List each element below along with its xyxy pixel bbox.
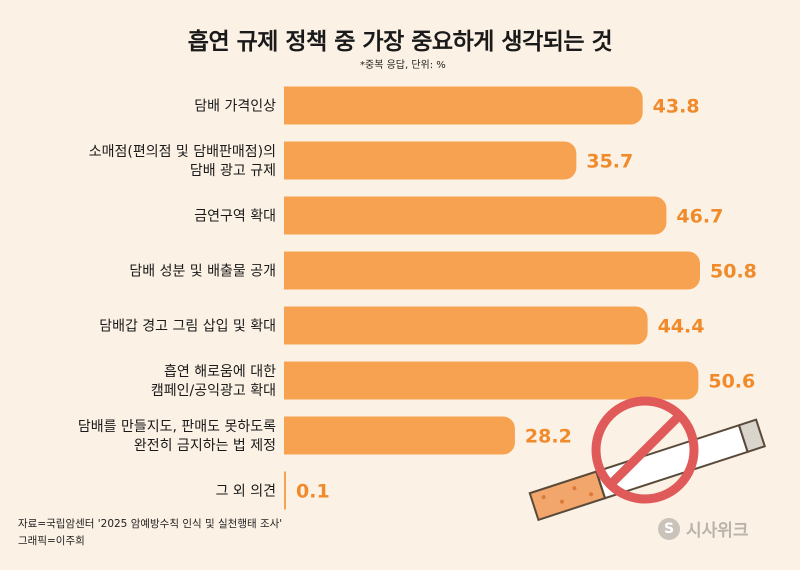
category-label-line: 흡연 해로움에 대한: [164, 364, 276, 380]
category-label-4: 담배갑 경고 그림 삽입 및 확대: [99, 319, 276, 335]
bar-edge-5: [284, 361, 296, 400]
value-label-2: 46.7: [676, 206, 723, 228]
bar-edge-7: [284, 471, 286, 510]
bar-6: [284, 416, 515, 455]
credit-text: 그래픽=이주희: [18, 535, 85, 547]
chart-note: *중복 응답, 단위: %: [360, 60, 446, 71]
value-label-0: 43.8: [653, 96, 700, 118]
bar-0: [284, 86, 643, 125]
bar-edge-2: [284, 196, 296, 235]
bar-3: [284, 251, 700, 290]
value-label-3: 50.8: [710, 261, 757, 283]
watermark: S 시사위크: [658, 516, 749, 541]
category-label-7: 그 외 의견: [216, 484, 276, 500]
bar-1: [284, 141, 577, 180]
watermark-logo-icon: S: [658, 517, 680, 540]
value-label-4: 44.4: [658, 316, 705, 338]
value-label-6: 28.2: [525, 426, 572, 448]
category-label-line: 담배를 만들지도, 판매도 못하도록: [78, 419, 276, 435]
category-label-line: 담배 가격인상: [194, 99, 276, 115]
bar-edge-4: [284, 306, 296, 345]
category-label-0: 담배 가격인상: [194, 99, 276, 115]
category-label-line: 소매점(편의점 및 담배판매점)의: [89, 144, 276, 160]
watermark-text: 시사위크: [686, 521, 749, 541]
bar-4: [284, 306, 648, 345]
category-label-3: 담배 성분 및 배출물 공개: [129, 264, 276, 280]
no-smoking-cigarette-icon: [528, 396, 767, 522]
bar-2: [284, 196, 667, 235]
bar-5: [284, 361, 699, 400]
bar-edge-0: [284, 86, 296, 125]
value-label-1: 35.7: [586, 151, 633, 173]
category-label-2: 금연구역 확대: [194, 209, 276, 225]
category-label-line: 금연구역 확대: [194, 209, 276, 225]
bar-edge-6: [284, 416, 296, 455]
category-label-line: 그 외 의견: [216, 484, 276, 500]
value-label-5: 50.6: [708, 371, 755, 393]
value-label-7: 0.1: [296, 481, 330, 503]
bar-edge-1: [284, 141, 296, 180]
chart-title: 흡연 규제 정책 중 가장 중요하게 생각되는 것: [187, 29, 613, 55]
category-label-line: 담배갑 경고 그림 삽입 및 확대: [99, 319, 276, 335]
category-label-line: 담배 성분 및 배출물 공개: [129, 264, 276, 280]
source-text: 자료=국립암센터 '2025 암예방수칙 인식 및 실천행태 조사': [18, 518, 283, 530]
bar-edge-3: [284, 251, 296, 290]
category-label-line: 완전히 금지하는 법 제정: [134, 438, 276, 454]
category-label-line: 캠페인/공익광고 확대: [151, 383, 276, 399]
category-label-line: 담배 광고 규제: [190, 163, 276, 179]
